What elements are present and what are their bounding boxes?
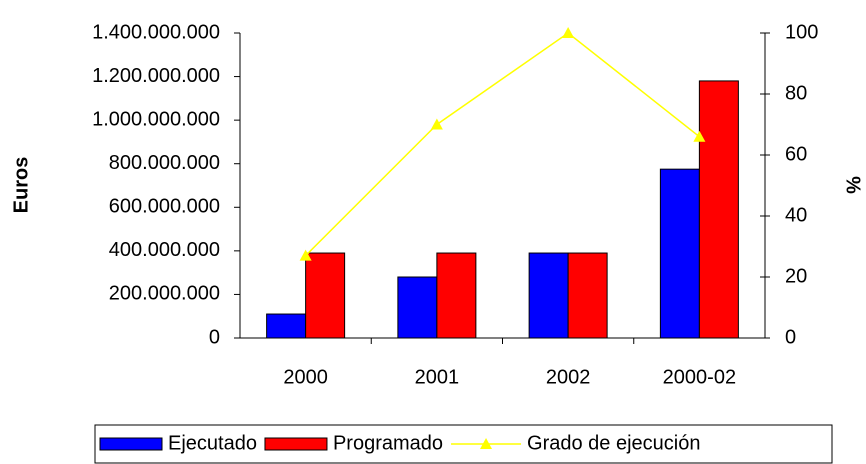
y2-tick-label: 20 xyxy=(785,265,807,287)
bar xyxy=(397,276,438,339)
y2-tick-label: 100 xyxy=(785,21,818,43)
legend-label: Ejecutado xyxy=(168,432,257,454)
y2-tick-label: 0 xyxy=(785,326,796,348)
legend-marker xyxy=(480,438,493,449)
y2-tick-label: 60 xyxy=(785,143,807,165)
line-marker xyxy=(430,118,443,130)
x-tick-label: 2000 xyxy=(283,366,328,388)
y-tick-label: 1.000.000.000 xyxy=(92,108,220,130)
y-tick-label: 800.000.000 xyxy=(109,152,220,174)
y-tick-label: 400.000.000 xyxy=(109,239,220,261)
bar xyxy=(528,252,569,339)
y2-tick-label: 80 xyxy=(785,82,807,104)
x-tick-label: 2001 xyxy=(415,366,460,388)
x-tick-label: 2000-02 xyxy=(663,366,736,388)
line-marker xyxy=(299,249,312,261)
y2-axis-label: % xyxy=(842,176,864,194)
legend-swatch xyxy=(99,437,163,451)
y-axis-label: Euros xyxy=(10,157,32,214)
bar xyxy=(659,168,700,339)
y-tick-label: 1.400.000.000 xyxy=(92,21,220,43)
legend-swatch xyxy=(264,437,328,451)
y-tick-label: 200.000.000 xyxy=(109,283,220,305)
bar xyxy=(305,252,346,339)
line-marker xyxy=(562,27,575,38)
legend-label: Programado xyxy=(333,432,443,454)
y-tick-label: 0 xyxy=(209,326,220,348)
y-tick-label: 600.000.000 xyxy=(109,196,220,218)
line xyxy=(305,32,700,257)
bar xyxy=(567,252,608,339)
bar xyxy=(266,313,307,339)
x-tick-label: 2002 xyxy=(546,366,591,388)
y2-tick-label: 40 xyxy=(785,204,807,226)
bar xyxy=(698,80,739,339)
y-tick-label: 1.200.000.000 xyxy=(92,65,220,87)
bar xyxy=(436,252,477,339)
legend-label: Grado de ejecución xyxy=(527,432,700,454)
line-marker xyxy=(693,130,706,142)
